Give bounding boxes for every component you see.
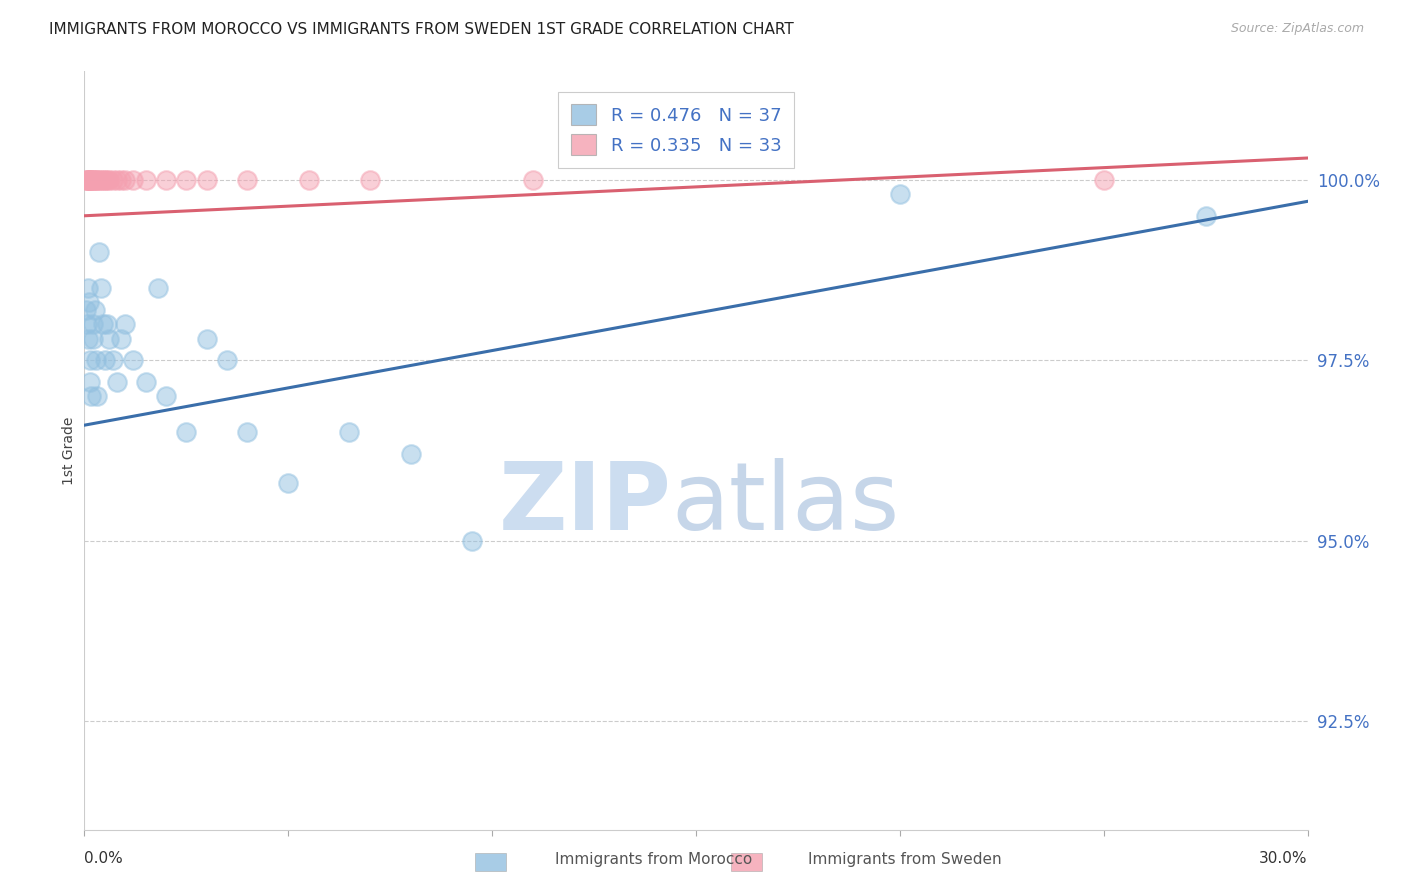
Point — [77, 172, 100, 186]
Point — [105, 172, 128, 186]
Point — [82, 172, 104, 186]
Point — [195, 332, 218, 346]
Point — [399, 447, 422, 461]
Point — [195, 172, 218, 186]
Point — [122, 172, 145, 186]
Point — [90, 172, 112, 186]
Point — [80, 172, 103, 186]
Point — [298, 172, 321, 186]
Text: Immigrants from Morocco: Immigrants from Morocco — [555, 852, 752, 867]
Text: Immigrants from Sweden: Immigrants from Sweden — [808, 852, 1002, 867]
Point — [96, 317, 118, 331]
Point — [87, 244, 110, 259]
Point — [83, 302, 105, 317]
Point — [91, 172, 114, 186]
Point — [82, 317, 104, 331]
Point — [82, 172, 104, 186]
Point — [84, 172, 107, 186]
Legend: R = 0.476   N = 37, R = 0.335   N = 33: R = 0.476 N = 37, R = 0.335 N = 33 — [558, 92, 794, 168]
Text: 30.0%: 30.0% — [1260, 851, 1308, 866]
Point — [97, 172, 120, 186]
Point — [75, 172, 97, 186]
Point — [217, 353, 239, 368]
Text: IMMIGRANTS FROM MOROCCO VS IMMIGRANTS FROM SWEDEN 1ST GRADE CORRELATION CHART: IMMIGRANTS FROM MOROCCO VS IMMIGRANTS FR… — [49, 22, 794, 37]
Point — [174, 172, 197, 186]
Point — [135, 375, 157, 389]
Point — [339, 425, 361, 440]
Point — [76, 317, 98, 331]
Point — [79, 375, 101, 389]
Point — [90, 281, 112, 295]
Text: Source: ZipAtlas.com: Source: ZipAtlas.com — [1230, 22, 1364, 36]
Point — [1092, 172, 1115, 186]
Point — [122, 353, 145, 368]
Point — [93, 353, 115, 368]
Point — [1195, 209, 1218, 223]
Point — [155, 172, 177, 186]
Point — [83, 172, 105, 186]
Point — [93, 172, 115, 186]
Point — [80, 389, 103, 403]
Point — [889, 187, 911, 202]
Point — [87, 172, 110, 186]
Point — [174, 425, 197, 440]
Text: ZIP: ZIP — [499, 458, 672, 549]
Point — [86, 389, 108, 403]
Point — [236, 172, 259, 186]
Point — [236, 425, 259, 440]
Point — [77, 281, 100, 295]
Point — [76, 172, 98, 186]
Point — [522, 172, 544, 186]
Point — [101, 353, 124, 368]
Point — [277, 475, 299, 490]
Point — [359, 172, 381, 186]
Point — [77, 295, 100, 310]
Point — [75, 302, 97, 317]
Point — [155, 389, 177, 403]
Point — [101, 172, 124, 186]
Point — [76, 172, 98, 186]
Text: atlas: atlas — [672, 458, 900, 549]
Point — [86, 172, 108, 186]
Point — [79, 172, 101, 186]
Point — [105, 375, 128, 389]
Point — [461, 533, 484, 548]
Point — [76, 332, 98, 346]
Point — [82, 332, 104, 346]
Point — [97, 332, 120, 346]
Point — [114, 172, 136, 186]
Point — [110, 332, 132, 346]
Point — [110, 172, 132, 186]
Point — [79, 172, 101, 186]
Point — [91, 317, 114, 331]
Point — [77, 172, 100, 186]
Point — [114, 317, 136, 331]
Point — [135, 172, 157, 186]
Point — [79, 353, 101, 368]
Text: 0.0%: 0.0% — [84, 851, 124, 866]
Point — [146, 281, 169, 295]
Point — [96, 172, 118, 186]
Point — [84, 353, 107, 368]
Y-axis label: 1st Grade: 1st Grade — [62, 417, 76, 484]
